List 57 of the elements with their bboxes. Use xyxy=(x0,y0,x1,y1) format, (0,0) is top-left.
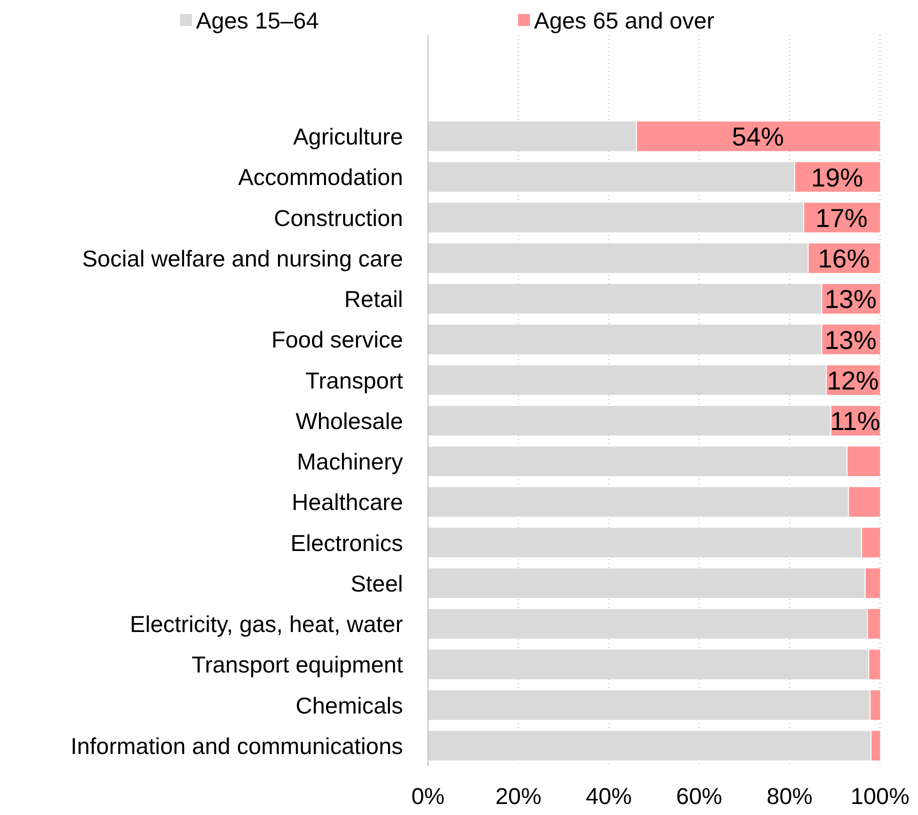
bar xyxy=(428,528,862,558)
bar xyxy=(428,365,826,395)
y-tick-label: Social welfare and nursing care xyxy=(82,245,403,272)
y-tick-label: Retail xyxy=(344,286,403,312)
bar xyxy=(848,446,880,476)
bar xyxy=(428,406,830,436)
bar xyxy=(428,730,871,761)
y-tick-label: Agriculture xyxy=(293,124,403,150)
y-tick-label: Construction xyxy=(274,204,403,231)
legend-label: Ages 15–64 xyxy=(196,7,319,34)
bar xyxy=(428,284,822,314)
data-label: 54% xyxy=(732,122,784,152)
x-tick-label: 20% xyxy=(495,783,542,809)
y-tick-label: Machinery xyxy=(296,448,404,475)
bar xyxy=(428,487,848,517)
bar xyxy=(428,202,804,232)
bar xyxy=(848,487,880,517)
bar xyxy=(868,608,880,639)
y-tick-label: Food service xyxy=(271,326,403,353)
data-label: 13% xyxy=(824,324,877,355)
y-tick-label: Transport equipment xyxy=(192,652,404,678)
y-tick-label: Wholesale xyxy=(296,408,403,434)
x-tick-label: 60% xyxy=(676,783,722,809)
bar xyxy=(636,121,880,152)
data-label: 12% xyxy=(826,365,879,396)
bar xyxy=(428,243,808,274)
y-tick-label: Electricity, gas, heat, water xyxy=(130,611,404,638)
bar xyxy=(428,608,867,639)
bar xyxy=(428,162,794,192)
bar xyxy=(866,568,880,598)
y-tick-label: Chemicals xyxy=(296,692,403,718)
bar xyxy=(428,446,847,476)
data-label: 13% xyxy=(824,284,877,314)
data-label: 11% xyxy=(830,406,880,436)
y-tick-label: Electronics xyxy=(290,530,403,556)
bar xyxy=(428,568,865,598)
legend-label: Ages 65 and over xyxy=(534,7,715,34)
data-label: 16% xyxy=(818,244,870,274)
y-tick-label: Accommodation xyxy=(238,164,403,190)
bar xyxy=(428,121,636,152)
bar xyxy=(428,690,870,720)
x-tick-label: 0% xyxy=(411,783,445,809)
bar xyxy=(869,650,880,680)
y-tick-label: Transport xyxy=(305,367,404,394)
y-tick-label: Healthcare xyxy=(292,489,403,516)
data-label: 19% xyxy=(811,162,864,192)
bar xyxy=(428,650,868,680)
y-tick-label: Information and communications xyxy=(70,732,403,759)
x-tick-label: 40% xyxy=(586,783,632,809)
x-tick-label: 100% xyxy=(850,783,910,809)
bar xyxy=(870,690,880,720)
bar xyxy=(428,324,822,354)
data-label: 17% xyxy=(816,202,868,233)
x-tick-label: 80% xyxy=(766,783,813,809)
bar xyxy=(862,528,880,558)
bar xyxy=(872,730,880,761)
y-tick-label: Steel xyxy=(350,570,403,596)
